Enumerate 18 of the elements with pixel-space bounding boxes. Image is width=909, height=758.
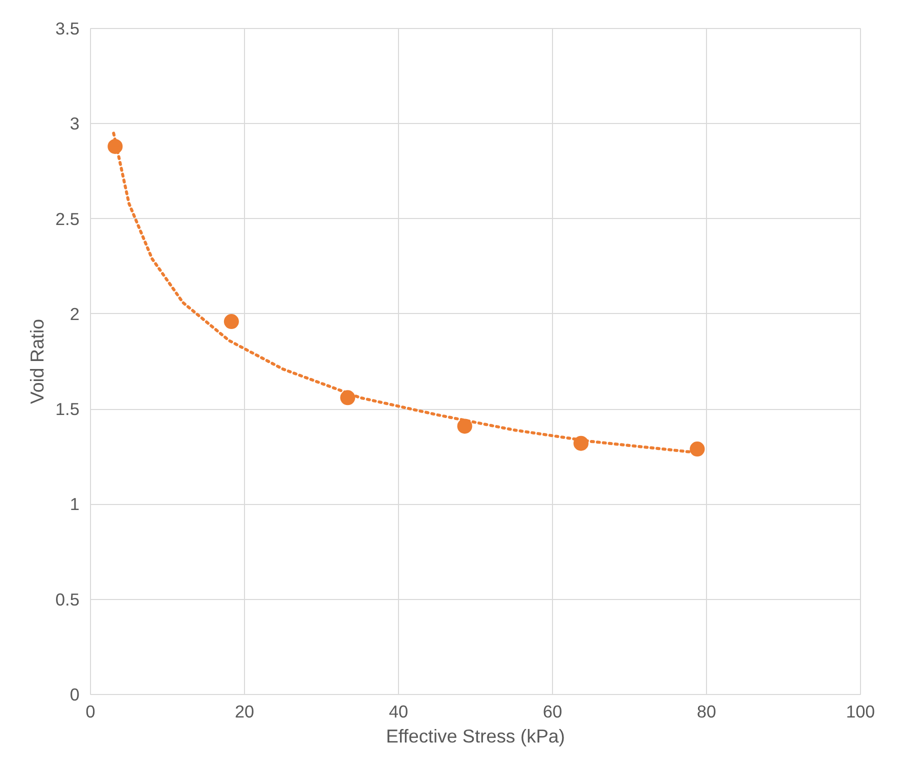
- y-tick-label: 0.5: [55, 589, 80, 610]
- y-tick-label: 1: [70, 494, 80, 514]
- y-axis-title: Void Ratio: [26, 318, 48, 404]
- x-tick-label: 40: [388, 702, 408, 722]
- point: [224, 314, 239, 330]
- x-tick-label: 0: [86, 702, 96, 722]
- x-axis-title: Effective Stress (kPa): [386, 726, 566, 746]
- y-tick-label: 1.5: [55, 399, 80, 420]
- y-tick-label: 2.5: [55, 208, 80, 229]
- x-tick-label: 20: [234, 702, 254, 722]
- x-tick-label: 80: [696, 702, 716, 722]
- x-tick-label: 100: [846, 702, 875, 722]
- y-tick-label: 0: [70, 684, 80, 704]
- y-tick-label: 3: [70, 114, 80, 134]
- point: [690, 442, 705, 457]
- y-tick-label: 3.5: [55, 18, 80, 38]
- y-tick-label: 2: [70, 304, 80, 324]
- x-tick-label: 60: [542, 702, 562, 722]
